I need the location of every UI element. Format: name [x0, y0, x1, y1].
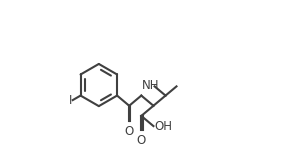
- Text: I: I: [69, 94, 72, 107]
- Text: O: O: [137, 133, 146, 147]
- Text: O: O: [125, 125, 134, 138]
- Text: OH: OH: [154, 120, 172, 133]
- Text: NH: NH: [142, 79, 159, 92]
